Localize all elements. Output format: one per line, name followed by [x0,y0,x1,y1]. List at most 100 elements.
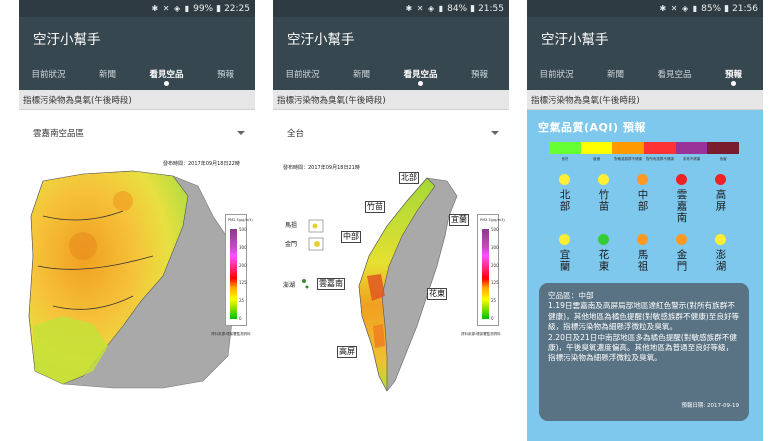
battery-icon: ▮ [470,3,476,14]
battery-level: 84% [447,3,468,14]
forecast-date: 預報日期: 2017-09-19 [681,402,739,409]
clock: 21:55 [478,3,504,14]
aqi-status-dot [597,233,609,245]
map-label-central: 中部 [341,231,361,243]
legend-tick: 0 [491,315,494,321]
aqi-title: 空氣品質(AQI) 預報 [538,121,646,134]
pollution-map[interactable]: 發布時間：2017年09月18日22時 PM2.5(μg/m3) 500 [23,156,253,401]
pollutant-label: 指標污染物為臭氧(午後時段) [527,90,763,110]
map-label-penghu: 澎湖 [283,282,296,289]
aqi-scale-segment [612,142,645,154]
tab-news[interactable]: 新聞 [606,70,624,80]
map-label-huadong: 花東 [427,288,447,300]
region-name: 竹苗 [597,189,610,212]
map-label-yilan: 宜蘭 [449,214,469,226]
publish-time: 發布時間：2017年09月18日21時 [283,165,360,171]
region-dropdown[interactable]: 雲嘉南空品區 [19,116,255,150]
status-icons: ✱ ✕ ◈ ▮ [151,4,191,13]
region-row: 宜蘭 花東 馬祖 金門 澎湖 [537,233,747,272]
region-name: 宜蘭 [558,248,571,272]
tab-forecast[interactable]: 預報 [470,70,488,80]
region-name: 高屏 [714,189,727,212]
taiwan-map-image [302,177,458,392]
map-label-matsu: 馬祖 [285,222,298,229]
status-bar: ✱ ✕ ◈ ▮ 85% ▮ 21:56 [527,0,763,17]
clock: 21:56 [732,3,758,14]
pollution-map[interactable]: 發布時間：2017年09月18日21時 [277,156,505,401]
region-forecast-item: 金門 [664,233,698,272]
legend-tick: 0 [239,315,242,321]
clock: 22:25 [224,3,250,14]
map-label-kinmen: 金門 [285,241,298,248]
tab-news[interactable]: 新聞 [352,70,370,80]
aqi-scale-segment [549,142,581,154]
region-dropdown-value: 全台 [287,129,305,139]
map-label-north: 北部 [399,172,419,184]
aqi-status-dot [558,233,570,245]
tab-current-status[interactable]: 目前狀況 [285,70,320,80]
color-legend: PM2.5(μg/m3) 500 300 200 125 25 0 [225,214,253,326]
legend-tick: 300 [491,244,499,250]
legend-gradient [482,229,489,319]
status-bar: ✱ ✕ ◈ ▮ 99% ▮ 22:25 [19,0,255,17]
tab-see-air-quality[interactable]: 看見空品 [391,58,450,90]
aqi-forecast-panel: 空氣品質(AQI) 預報 良好 普通 對敏感族群不健康 對所有族群不健康 非常不健康 危害… [527,110,763,441]
legend-header: PM2.5(μg/m3) [480,218,505,222]
region-row: 北部 竹苗 中部 雲嘉南 高屏 [537,174,747,224]
map-label-gaoping: 高屏 [337,346,357,358]
legend-tick: 125 [239,280,247,286]
aqi-scale-label: 對所有族群不健康 [645,157,674,161]
tab-bar: 目前狀況 新聞 看見空品 預報 [527,58,763,90]
tab-forecast[interactable]: 預報 [216,70,234,80]
region-forecast-item: 高屏 [703,174,737,224]
tab-see-air-quality[interactable]: 看見空品 [657,70,692,80]
tab-news[interactable]: 新聞 [98,70,116,80]
aqi-status-dot [714,174,726,185]
aqi-status-dot [558,174,570,185]
aqi-status-dot [636,233,648,245]
note-region: 空品區：中部 [548,291,594,300]
map-label-yunchianan: 雲嘉南 [317,278,345,290]
region-name: 中部 [636,189,649,212]
legend-note: 資料來源:環保署監測資料 [211,332,251,336]
battery-icon: ▮ [216,3,222,14]
app-title: 空汙小幫手 [19,17,255,58]
battery-level: 99% [193,3,214,14]
aqi-status-dot [636,174,648,185]
aqi-status-dot [675,233,687,245]
region-name: 雲嘉南 [675,189,688,224]
aqi-status-dot [597,174,609,185]
legend-note: 資料來源:環保署監測資料 [461,332,501,336]
legend-tick: 500 [491,227,499,232]
aqi-scale-label: 非常不健康 [682,157,701,161]
tab-see-air-quality[interactable]: 看見空品 [137,58,196,90]
tab-forecast[interactable]: 預報 [704,58,763,90]
region-forecast-item: 宜蘭 [547,233,581,272]
legend-gradient [230,229,237,319]
region-forecast-item: 馬祖 [625,233,659,272]
legend-ticks: 500 300 200 125 25 0 [239,227,247,321]
tab-current-status[interactable]: 目前狀況 [31,70,66,80]
color-legend: PM2.5(μg/m3) 500 300 200 125 25 0 [477,214,505,326]
legend-tick: 200 [239,262,247,268]
region-dropdown[interactable]: 全台 [273,116,509,150]
aqi-scale-labels: 良好 普通 對敏感族群不健康 對所有族群不健康 非常不健康 危害 [549,157,739,161]
legend-tick: 25 [491,298,497,304]
note-paragraph-1: 1.19日雲嘉南及高屏局部地區達紅色警示(對所有族群不健康)，其他地區為橘色提醒… [548,301,740,332]
tab-bar: 目前狀況 新聞 看見空品 預報 [273,58,509,90]
region-forecast-grid: 北部 竹苗 中部 雲嘉南 高屏 宜蘭 花東 馬祖 金門 澎湖 [537,174,747,282]
region-forecast-item: 竹苗 [586,174,620,224]
map-label-zhumiao: 竹苗 [365,201,385,213]
app-title: 空汙小幫手 [273,17,509,58]
aqi-scale-segment [580,142,613,154]
aqi-scale-label: 普通 [593,157,600,161]
region-name: 北部 [558,189,571,212]
aqi-scale-segment [644,142,676,154]
aqi-scale-label: 良好 [561,157,569,161]
tab-current-status[interactable]: 目前狀況 [539,70,574,80]
region-name: 馬祖 [636,248,649,272]
region-forecast-item: 中部 [625,174,659,224]
legend-tick: 300 [239,244,247,250]
aqi-scale-label: 危害 [719,157,727,161]
aqi-status-dot [714,233,726,245]
